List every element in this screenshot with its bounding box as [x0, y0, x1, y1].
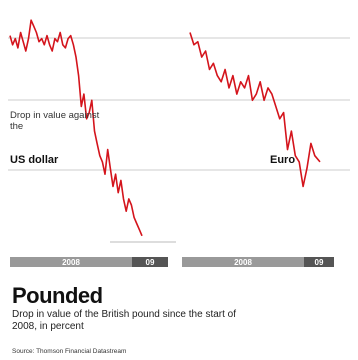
eur-tick-09: 09	[315, 258, 324, 267]
usd-tick-09: 09	[146, 258, 155, 267]
usd-series-line	[9, 19, 143, 237]
usd-axis-2008-bar	[10, 257, 132, 267]
eur-axis-09-bar	[304, 257, 334, 267]
chart-subtitle: Drop in value of the British pound since…	[12, 309, 237, 332]
usd-series-name: US dollar	[10, 154, 59, 166]
eur-tick-2008: 2008	[234, 258, 252, 267]
usd-panel-note: Drop in value against the	[10, 110, 100, 132]
chart-title: Pounded	[12, 283, 103, 308]
eur-series-name: Euro	[270, 154, 296, 166]
usd-x-axis: 2008 09	[10, 257, 168, 267]
chart-source: Source: Thomson Financial Datastream	[12, 348, 127, 355]
usd-series	[9, 19, 143, 237]
eur-series-line	[189, 32, 321, 188]
eur-axis-2008-bar	[182, 257, 304, 267]
eur-series	[189, 32, 321, 188]
usd-axis-09-bar	[132, 257, 168, 267]
eur-x-axis: 2008 09	[182, 257, 334, 267]
usd-tick-2008: 2008	[62, 258, 80, 267]
